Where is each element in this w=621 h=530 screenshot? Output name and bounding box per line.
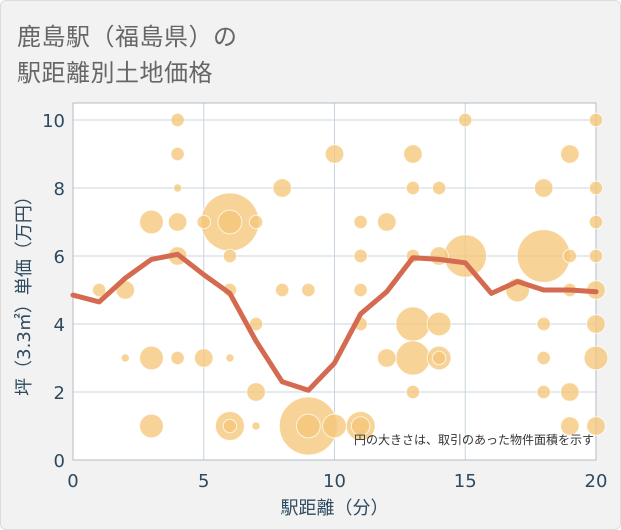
bubble-point (91, 282, 107, 298)
bubble-point (170, 112, 185, 128)
y-tick-label: 4 (54, 315, 65, 336)
y-tick-label: 2 (54, 383, 65, 404)
bubble-point (350, 416, 371, 436)
bubble-point (353, 282, 368, 298)
chart-title-line-1: 鹿島駅（福島県）の (17, 23, 238, 51)
bubble-point (217, 209, 243, 235)
average-line-series (70, 251, 599, 393)
bubble-point (322, 413, 347, 439)
bubble-point (586, 314, 606, 334)
bubble-point (295, 413, 321, 439)
bubble-point (536, 384, 551, 400)
bubble-point (533, 178, 554, 198)
bubble-point (405, 384, 421, 400)
bubble-point (403, 144, 423, 164)
x-tick-label: 0 (67, 471, 78, 492)
bubble-point (353, 248, 368, 264)
bubble-point (426, 311, 452, 337)
bubble-point (139, 413, 164, 439)
bubble-point (586, 416, 606, 436)
bubble-size-note: 円の大きさは、取引のあった物件面積を示す (354, 432, 594, 447)
bubble-point (193, 348, 214, 368)
x-tick-label: 5 (198, 471, 209, 492)
bubble-point (405, 180, 421, 196)
bubble-point (167, 212, 188, 232)
bubble-point (377, 348, 397, 368)
bubble-point (301, 282, 316, 298)
bubble-point (246, 382, 266, 402)
x-tick-label: 10 (323, 471, 346, 492)
bubble-point (139, 345, 164, 371)
bubble-point (324, 144, 345, 164)
x-tick-label: 20 (585, 471, 608, 492)
bubble-point (536, 350, 551, 366)
bubble-point (588, 214, 604, 230)
bubble-point (120, 353, 130, 363)
bubble-point (251, 421, 261, 431)
grid-lines (72, 102, 597, 461)
bubble-point (395, 340, 431, 376)
bubble-point (588, 180, 604, 196)
bubble-point (588, 248, 604, 264)
bubble-point (170, 146, 185, 162)
bubble-point (377, 212, 397, 232)
bubble-point (275, 282, 290, 298)
y-tick-label: 0 (54, 451, 65, 472)
bubble-point (431, 350, 447, 366)
bubble-point (458, 112, 473, 128)
bubble-point (583, 345, 609, 371)
bubble-point (560, 144, 580, 164)
bubble-point (395, 306, 431, 342)
y-tick-label: 8 (54, 179, 65, 200)
bubble-point (431, 180, 447, 196)
axis-ticks: 0 5 10 15 20 0 2 4 6 8 10 (42, 111, 607, 492)
bubble-point (222, 248, 238, 264)
bubble-point (353, 214, 368, 230)
bubble-point (222, 418, 238, 434)
bubble-point (225, 353, 235, 363)
bubble-point (173, 183, 183, 193)
y-tick-label: 10 (42, 111, 65, 132)
bubble-point (196, 214, 211, 230)
bubble-point (170, 350, 185, 366)
y-tick-label: 6 (54, 247, 65, 268)
bubble-point (139, 209, 164, 235)
bubble-point (443, 234, 487, 278)
y-axis-title: 坪（3.3㎡）単価（万円） (13, 187, 35, 396)
average-price-line (70, 251, 599, 393)
bubble-point (560, 382, 580, 402)
bubble-point (562, 248, 578, 264)
bubble-point (536, 316, 551, 332)
bubble-point (560, 416, 580, 436)
bubble-point (588, 112, 604, 128)
bubble-point (248, 214, 264, 230)
x-axis-title: 駅距離（分） (281, 498, 389, 519)
bubble-point (272, 178, 293, 198)
bubble-point (516, 229, 571, 283)
chart-title-line-2: 駅距離別土地価格 (17, 59, 213, 87)
x-tick-label: 15 (454, 471, 477, 492)
